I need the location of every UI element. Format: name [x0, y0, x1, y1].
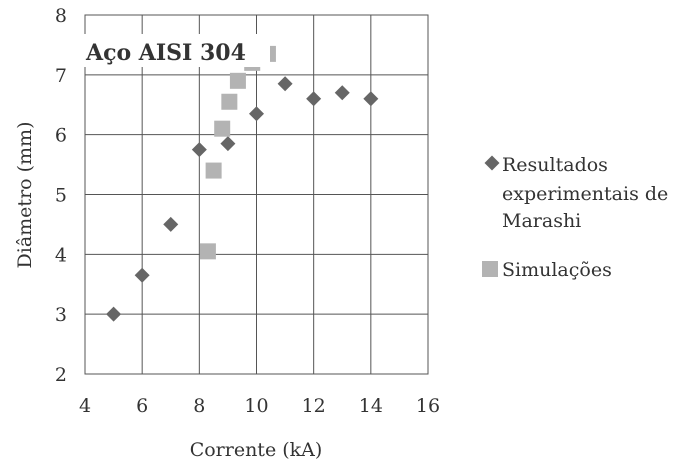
y-tick-label: 7 [55, 65, 67, 87]
legend-label-simulation: Simulações [502, 259, 612, 281]
simulation-point [214, 120, 231, 137]
y-tick-label: 6 [55, 125, 67, 147]
experimental-point [220, 136, 236, 152]
experimental-point [191, 142, 207, 158]
x-tick-label: 4 [79, 395, 91, 417]
experimental-point [163, 216, 179, 232]
experimental-point [306, 91, 322, 107]
x-axis-label: Corrente (kA) [190, 439, 323, 461]
y-tick-label: 4 [55, 244, 67, 266]
simulation-point [229, 72, 246, 89]
legend-label-experimental: Resultados [502, 154, 608, 176]
chart-title-background [80, 34, 270, 67]
experimental-point [277, 76, 293, 92]
x-tick-label: 6 [136, 395, 148, 417]
x-tick-label: 8 [193, 395, 205, 417]
y-axis-label: Diâmetro (mm) [14, 122, 36, 269]
y-tick-label: 3 [55, 304, 67, 326]
chart-tick-labels: 4 6 8 10 12 14 16 2 3 4 5 6 7 8 [55, 5, 440, 417]
legend-marker-simulation [482, 261, 498, 277]
x-tick-label: 10 [244, 395, 268, 417]
experimental-point [363, 91, 379, 107]
y-tick-label: 8 [55, 5, 67, 27]
simulation-point [221, 93, 238, 110]
y-tick-label: 5 [55, 185, 67, 207]
legend-label-experimental: experimentais de [502, 183, 668, 205]
chart-grid [84, 14, 429, 375]
experimental-point [249, 106, 264, 122]
simulation-point [205, 162, 222, 179]
simulation-point [199, 243, 216, 260]
chart-legend: Resultados experimentais de Marashi Simulaç… [482, 154, 668, 281]
legend-marker-experimental [484, 155, 500, 171]
chart-points [106, 45, 379, 322]
experimental-point [134, 267, 150, 283]
experimental-point [106, 306, 122, 322]
legend-label-experimental: Marashi [502, 210, 581, 232]
chart-title: Aço AISI 304 [85, 40, 246, 66]
x-tick-label: 14 [359, 395, 383, 417]
x-tick-label: 12 [302, 395, 326, 417]
x-tick-label: 16 [416, 395, 440, 417]
y-tick-label: 2 [55, 364, 67, 386]
experimental-point [334, 85, 350, 101]
plot-frame [84, 14, 429, 375]
